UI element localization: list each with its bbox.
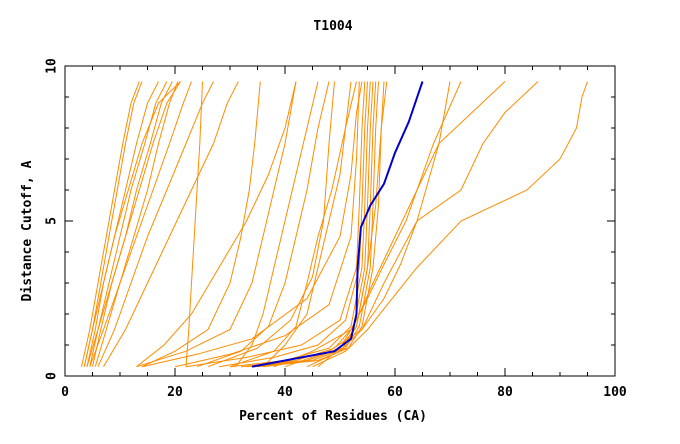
y-tick-label: 0 (45, 372, 60, 380)
y-axis-label: Distance Cutoff, A (20, 160, 35, 301)
series-line-13 (185, 81, 203, 367)
x-tick-label: 80 (497, 385, 513, 400)
series-line-9 (89, 81, 192, 367)
series-line-12 (136, 81, 297, 368)
series-line-16 (196, 81, 330, 368)
series-line-1 (83, 81, 143, 367)
series-line-20 (185, 81, 366, 368)
series-line-2 (86, 81, 159, 367)
series-layer (81, 81, 588, 368)
x-axis-ticks: 0 20 40 60 80 100 (61, 66, 627, 400)
x-tick-label: 40 (277, 385, 293, 400)
x-tick-label: 20 (167, 385, 183, 400)
x-tick-label: 0 (61, 385, 69, 400)
series-line-8 (83, 81, 181, 367)
series-line-25 (262, 81, 379, 368)
series-line-35 (317, 81, 451, 368)
series-line-19 (141, 81, 363, 368)
series-line-10 (97, 81, 214, 367)
series-line-5 (81, 81, 140, 367)
series-line-31 (273, 81, 462, 368)
y-tick-label: 5 (45, 217, 60, 225)
series-line-32 (284, 81, 506, 368)
series-line-21 (218, 81, 368, 368)
series-line-27 (246, 81, 388, 368)
series-line-15 (136, 81, 297, 368)
x-tick-label: 60 (387, 385, 403, 400)
chart-title: T1004 (313, 19, 352, 34)
series-line-28 (174, 81, 360, 368)
x-tick-label: 100 (603, 385, 627, 400)
series-line-29 (235, 81, 319, 368)
y-tick-label: 10 (45, 58, 60, 74)
plot-frame (64, 65, 616, 377)
series-line-17 (229, 81, 357, 368)
highlight-layer (251, 81, 424, 368)
series-line-30 (262, 81, 352, 368)
series-line-23 (240, 81, 374, 368)
series-line-34 (312, 81, 588, 368)
series-line-6 (86, 81, 181, 367)
series-line-7 (94, 81, 179, 367)
y-axis-ticks: 0 5 10 (45, 58, 615, 380)
highlight-series-line (251, 81, 424, 368)
series-line-33 (306, 81, 539, 368)
series-line-4 (92, 81, 173, 367)
series-line-11 (103, 81, 239, 367)
series-line-18 (207, 81, 335, 368)
x-axis-label: Percent of Residues (CA) (239, 409, 427, 424)
series-line-14 (141, 81, 261, 368)
